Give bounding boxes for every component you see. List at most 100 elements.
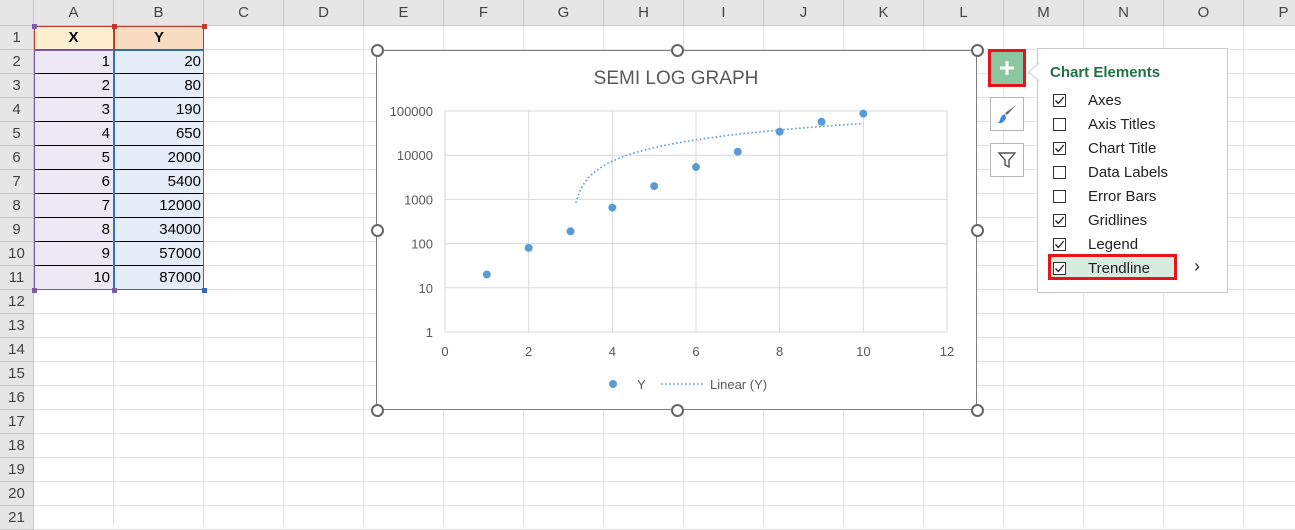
- select-all-corner[interactable]: [0, 0, 34, 26]
- checkbox-data-labels[interactable]: [1053, 165, 1066, 179]
- panel-item-legend[interactable]: Legend: [1053, 232, 1223, 256]
- chart-resize-handle[interactable]: [971, 44, 984, 57]
- row-header-19[interactable]: 19: [0, 458, 34, 482]
- column-header-p[interactable]: P: [1244, 0, 1295, 26]
- data-point[interactable]: [817, 117, 826, 126]
- table-header-x[interactable]: X: [34, 26, 114, 50]
- column-header-n[interactable]: N: [1084, 0, 1164, 26]
- range-handle[interactable]: [32, 288, 37, 293]
- table-cell-y[interactable]: 12000: [114, 194, 204, 218]
- row-header-5[interactable]: 5: [0, 122, 34, 146]
- column-header-c[interactable]: C: [204, 0, 284, 26]
- range-handle[interactable]: [202, 24, 207, 29]
- table-header-y[interactable]: Y: [114, 26, 204, 50]
- chart-resize-handle[interactable]: [971, 224, 984, 237]
- table-cell-x[interactable]: 6: [34, 170, 114, 194]
- data-point[interactable]: [692, 163, 700, 172]
- column-header-j[interactable]: J: [764, 0, 844, 26]
- range-handle[interactable]: [32, 24, 37, 29]
- table-cell-y[interactable]: 80: [114, 74, 204, 98]
- table-cell-x[interactable]: 2: [34, 74, 114, 98]
- data-point[interactable]: [775, 127, 784, 136]
- range-handle[interactable]: [202, 288, 207, 293]
- column-header-b[interactable]: B: [114, 0, 204, 26]
- row-header-15[interactable]: 15: [0, 362, 34, 386]
- chart-elements-button[interactable]: [988, 49, 1026, 87]
- row-header-8[interactable]: 8: [0, 194, 34, 218]
- row-header-16[interactable]: 16: [0, 386, 34, 410]
- table-cell-x[interactable]: 7: [34, 194, 114, 218]
- data-point[interactable]: [482, 270, 491, 279]
- chart-resize-handle[interactable]: [671, 404, 684, 417]
- checkbox-axis-titles[interactable]: [1053, 117, 1066, 131]
- chart-resize-handle[interactable]: [371, 224, 384, 237]
- column-header-m[interactable]: M: [1004, 0, 1084, 26]
- row-header-6[interactable]: 6: [0, 146, 34, 170]
- row-header-13[interactable]: 13: [0, 314, 34, 338]
- panel-item-chart-title[interactable]: Chart Title: [1053, 136, 1223, 160]
- chart-resize-handle[interactable]: [371, 44, 384, 57]
- range-handle[interactable]: [112, 24, 117, 29]
- row-header-1[interactable]: 1: [0, 26, 34, 50]
- range-handle[interactable]: [112, 288, 117, 293]
- checkbox-trendline[interactable]: [1053, 261, 1066, 275]
- table-cell-y[interactable]: 57000: [114, 242, 204, 266]
- panel-item-axes[interactable]: Axes: [1053, 88, 1223, 112]
- table-cell-x[interactable]: 8: [34, 218, 114, 242]
- row-header-3[interactable]: 3: [0, 74, 34, 98]
- data-point[interactable]: [650, 182, 659, 191]
- data-point[interactable]: [524, 243, 533, 252]
- row-header-18[interactable]: 18: [0, 434, 34, 458]
- table-cell-x[interactable]: 1: [34, 50, 114, 74]
- row-header-17[interactable]: 17: [0, 410, 34, 434]
- column-header-g[interactable]: G: [524, 0, 604, 26]
- table-cell-y[interactable]: 2000: [114, 146, 204, 170]
- row-header-11[interactable]: 11: [0, 266, 34, 290]
- checkbox-axes[interactable]: [1053, 93, 1066, 107]
- column-header-l[interactable]: L: [924, 0, 1004, 26]
- table-cell-y[interactable]: 87000: [114, 266, 204, 290]
- table-cell-y[interactable]: 20: [114, 50, 204, 74]
- table-cell-x[interactable]: 5: [34, 146, 114, 170]
- table-cell-x[interactable]: 10: [34, 266, 114, 290]
- row-header-14[interactable]: 14: [0, 338, 34, 362]
- column-header-k[interactable]: K: [844, 0, 924, 26]
- legend-label-trendline[interactable]: Linear (Y): [710, 377, 767, 392]
- row-header-10[interactable]: 10: [0, 242, 34, 266]
- data-point[interactable]: [566, 227, 575, 236]
- chart-resize-handle[interactable]: [671, 44, 684, 57]
- column-header-o[interactable]: O: [1164, 0, 1244, 26]
- row-header-9[interactable]: 9: [0, 218, 34, 242]
- panel-item-error-bars[interactable]: Error Bars: [1053, 184, 1223, 208]
- chart-styles-button[interactable]: [990, 97, 1024, 131]
- column-header-a[interactable]: A: [34, 0, 114, 26]
- table-cell-y[interactable]: 5400: [114, 170, 204, 194]
- chart-resize-handle[interactable]: [371, 404, 384, 417]
- row-header-20[interactable]: 20: [0, 482, 34, 506]
- panel-item-trendline[interactable]: Trendline: [1051, 256, 1177, 280]
- panel-item-gridlines[interactable]: Gridlines: [1053, 208, 1223, 232]
- table-cell-x[interactable]: 9: [34, 242, 114, 266]
- panel-item-data-labels[interactable]: Data Labels: [1053, 160, 1223, 184]
- data-point[interactable]: [608, 203, 617, 212]
- trendline-submenu-arrow[interactable]: ›: [1194, 256, 1200, 276]
- column-header-f[interactable]: F: [444, 0, 524, 26]
- table-cell-y[interactable]: 190: [114, 98, 204, 122]
- row-header-4[interactable]: 4: [0, 98, 34, 122]
- table-cell-y[interactable]: 650: [114, 122, 204, 146]
- table-cell-x[interactable]: 3: [34, 98, 114, 122]
- trendline-linear[interactable]: [575, 122, 864, 204]
- checkbox-error-bars[interactable]: [1053, 189, 1066, 203]
- row-header-21[interactable]: 21: [0, 506, 34, 530]
- checkbox-gridlines[interactable]: [1053, 213, 1066, 227]
- row-header-2[interactable]: 2: [0, 50, 34, 74]
- table-cell-y[interactable]: 34000: [114, 218, 204, 242]
- chart-title[interactable]: SEMI LOG GRAPH: [594, 68, 759, 89]
- row-header-12[interactable]: 12: [0, 290, 34, 314]
- column-header-i[interactable]: I: [684, 0, 764, 26]
- panel-item-axis-titles[interactable]: Axis Titles: [1053, 112, 1223, 136]
- legend-label-y[interactable]: Y: [637, 377, 646, 392]
- column-header-d[interactable]: D: [284, 0, 364, 26]
- checkbox-legend[interactable]: [1053, 237, 1066, 251]
- column-header-h[interactable]: H: [604, 0, 684, 26]
